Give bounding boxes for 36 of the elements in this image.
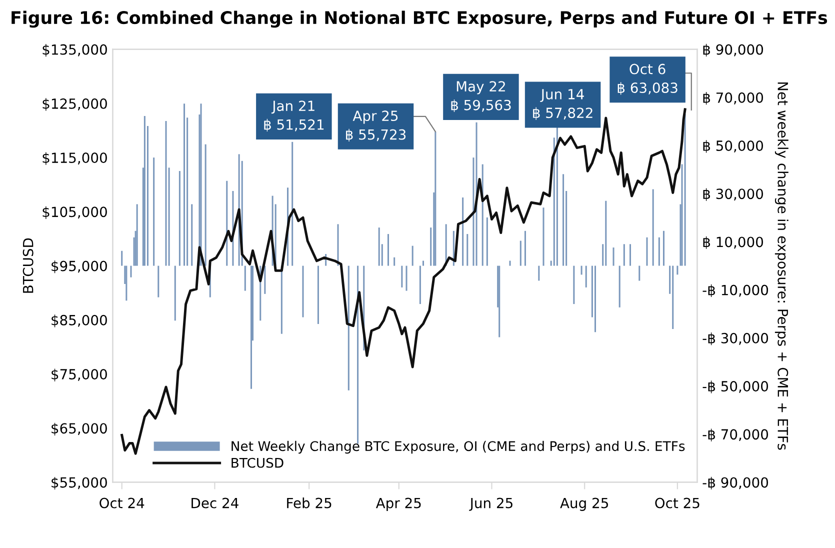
y-tick-label: $95,000 [52,260,107,274]
x-tick-label: Aug 25 [560,498,608,511]
y-tick-label: $75,000 [52,368,107,382]
y-tick-label: $125,000 [42,98,107,111]
y-axis-title: BTCUSD [22,238,34,293]
legend-label: BTCUSD [232,458,284,468]
x-tick-label: Oct 24 [100,498,144,508]
y2-tick-label: -฿ 90,000 [702,476,768,490]
y-tick-label: $55,000 [52,476,107,490]
y2-tick-label: -฿ 70,000 [702,428,768,442]
y-tick-label: $105,000 [42,206,107,219]
y2-tick-label: ฿ 10,000 [703,236,764,249]
annotation: Jan 21 ฿ 51,521 [264,100,324,132]
y2-axis-title: Net weekly change in exposure: Perps + CME + ETFs [774,82,788,450]
y2-tick-label: -฿ 30,000 [702,332,768,346]
y-tick-label: $65,000 [52,422,107,436]
legend-label: Net Weekly Change BTC Exposure, OI (CME and Perps) and U.S. ETFs [232,440,685,454]
annotation: Apr 25 ฿ 55,723 [346,110,406,142]
y2-tick-label: -฿ 50,000 [702,380,768,394]
y2-tick-label: ฿ 50,000 [703,140,764,153]
annotation: Oct 6 ฿ 63,083 [618,64,678,95]
annotation: May 22 ฿ 59,563 [451,81,511,112]
x-tick-label: Feb 25 [287,498,332,508]
y2-tick-label: ฿ 70,000 [703,92,764,105]
x-tick-label: Oct 25 [655,498,700,508]
y-tick-label: $85,000 [52,314,107,328]
chart-title: Figure 16: Combined Change in Notional BTC Exposure, Perps and Future OI + ETFs [12,10,828,28]
y-tick-label: $115,000 [42,152,107,165]
x-tick-label: Jun 25 [469,498,512,511]
y2-tick-label: ฿ 30,000 [703,188,764,201]
x-tick-label: Dec 24 [192,498,238,508]
annotation: Jun 14 ฿ 57,822 [533,89,592,120]
x-tick-label: Apr 25 [376,498,421,511]
y2-tick-label: ฿ 90,000 [703,44,764,57]
y-tick-label: $135,000 [42,44,107,57]
y2-tick-label: -฿ 10,000 [702,284,768,298]
